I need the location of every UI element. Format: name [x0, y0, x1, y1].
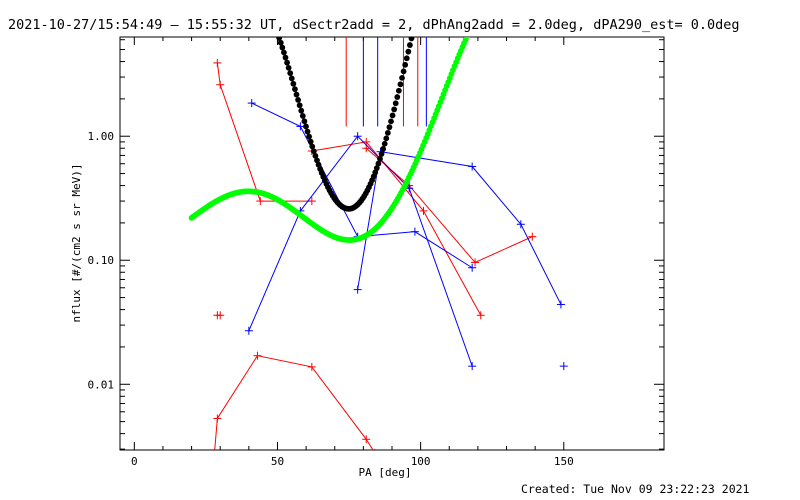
- fit-curve: [188, 37, 470, 243]
- fit-point: [397, 81, 404, 88]
- fit-point: [295, 97, 301, 103]
- data-point: [419, 206, 428, 215]
- fit-point: [373, 165, 380, 171]
- data-point: [516, 220, 525, 229]
- data-point: [476, 311, 485, 320]
- fit-point: [277, 39, 284, 46]
- data-point: [468, 263, 477, 272]
- series-line: [311, 141, 482, 316]
- fit-point: [408, 37, 415, 42]
- fit-point: [378, 151, 385, 157]
- fit-point: [279, 44, 286, 51]
- data-series: [213, 58, 568, 450]
- fit-point: [383, 135, 390, 142]
- x-tick-label: 0: [131, 455, 138, 468]
- data-point: [253, 351, 262, 360]
- fit-point: [310, 148, 317, 155]
- fit-point: [395, 87, 402, 94]
- data-point: [216, 311, 225, 320]
- x-tick-label: 100: [411, 455, 431, 468]
- vertical-markers: [345, 37, 427, 127]
- data-point: [468, 362, 477, 371]
- fit-point: [287, 70, 294, 77]
- data-point: [468, 162, 477, 171]
- fit-point: [285, 64, 292, 71]
- data-point: [362, 435, 371, 444]
- fit-point: [377, 155, 383, 162]
- series-line: [214, 355, 374, 450]
- fit-point: [307, 138, 314, 145]
- fit-point: [284, 59, 290, 66]
- fit-point: [296, 102, 303, 109]
- data-point: [353, 132, 362, 141]
- x-axis-label: PA [deg]: [359, 466, 412, 479]
- fit-point: [392, 100, 399, 107]
- fit-point: [298, 107, 305, 114]
- y-tick-label: 0.01: [88, 378, 115, 391]
- fit-point: [399, 74, 405, 81]
- fit-point: [380, 146, 387, 152]
- data-point: [216, 80, 225, 89]
- x-tick-label: 150: [554, 455, 574, 468]
- data-point: [307, 197, 316, 206]
- fit-point: [375, 160, 382, 167]
- fit-point: [394, 94, 401, 100]
- fit-curves: [188, 37, 470, 243]
- data-point: [256, 197, 265, 206]
- fit-point: [281, 49, 287, 56]
- fit-point: [389, 112, 396, 119]
- fit-point: [403, 55, 410, 62]
- data-point: [247, 99, 256, 108]
- fit-point: [381, 140, 388, 147]
- axes: 0 50 100 150 0.01 0.10 1.00: [88, 37, 664, 468]
- fit-point: [290, 80, 297, 87]
- fit-point: [301, 118, 308, 125]
- fit-point: [288, 75, 295, 82]
- data-point: [410, 227, 419, 236]
- data-point: [296, 122, 305, 131]
- series-line: [216, 62, 312, 202]
- fit-point: [309, 143, 316, 150]
- fit-point: [303, 123, 309, 130]
- fit-point: [282, 54, 289, 61]
- x-tick-label: 50: [271, 455, 284, 468]
- fit-point: [405, 48, 412, 55]
- fit-point: [464, 37, 470, 40]
- fit-point: [386, 124, 393, 131]
- fit-point: [299, 113, 306, 119]
- data-point: [556, 300, 565, 309]
- fit-point: [391, 106, 398, 113]
- data-point: [353, 285, 362, 294]
- y-axis-label: nflux [#/(cm2 s sr MeV)]: [70, 164, 83, 323]
- chart-title: 2021-10-27/15:54:49 – 15:55:32 UT, dSect…: [8, 17, 740, 33]
- fit-point: [306, 133, 313, 140]
- y-tick-label: 0.10: [88, 254, 115, 267]
- fit-curve: [276, 37, 415, 212]
- y-tick-label: 1.00: [88, 130, 115, 143]
- created-footer: Created: Tue Nov 09 23:22:23 2021: [521, 482, 750, 496]
- data-point: [213, 414, 222, 423]
- fit-point: [402, 61, 409, 68]
- data-point: [244, 326, 253, 335]
- data-point: [559, 362, 568, 371]
- fit-point: [400, 68, 407, 75]
- fit-point: [312, 152, 319, 159]
- fit-point: [384, 129, 391, 136]
- data-point: [471, 258, 480, 267]
- fit-point: [388, 118, 394, 125]
- fit-point: [292, 86, 298, 93]
- data-point: [528, 232, 537, 241]
- fit-point: [304, 128, 311, 135]
- data-point: [307, 362, 316, 371]
- fit-point: [293, 91, 300, 98]
- data-point: [213, 58, 222, 67]
- fit-point: [406, 42, 413, 48]
